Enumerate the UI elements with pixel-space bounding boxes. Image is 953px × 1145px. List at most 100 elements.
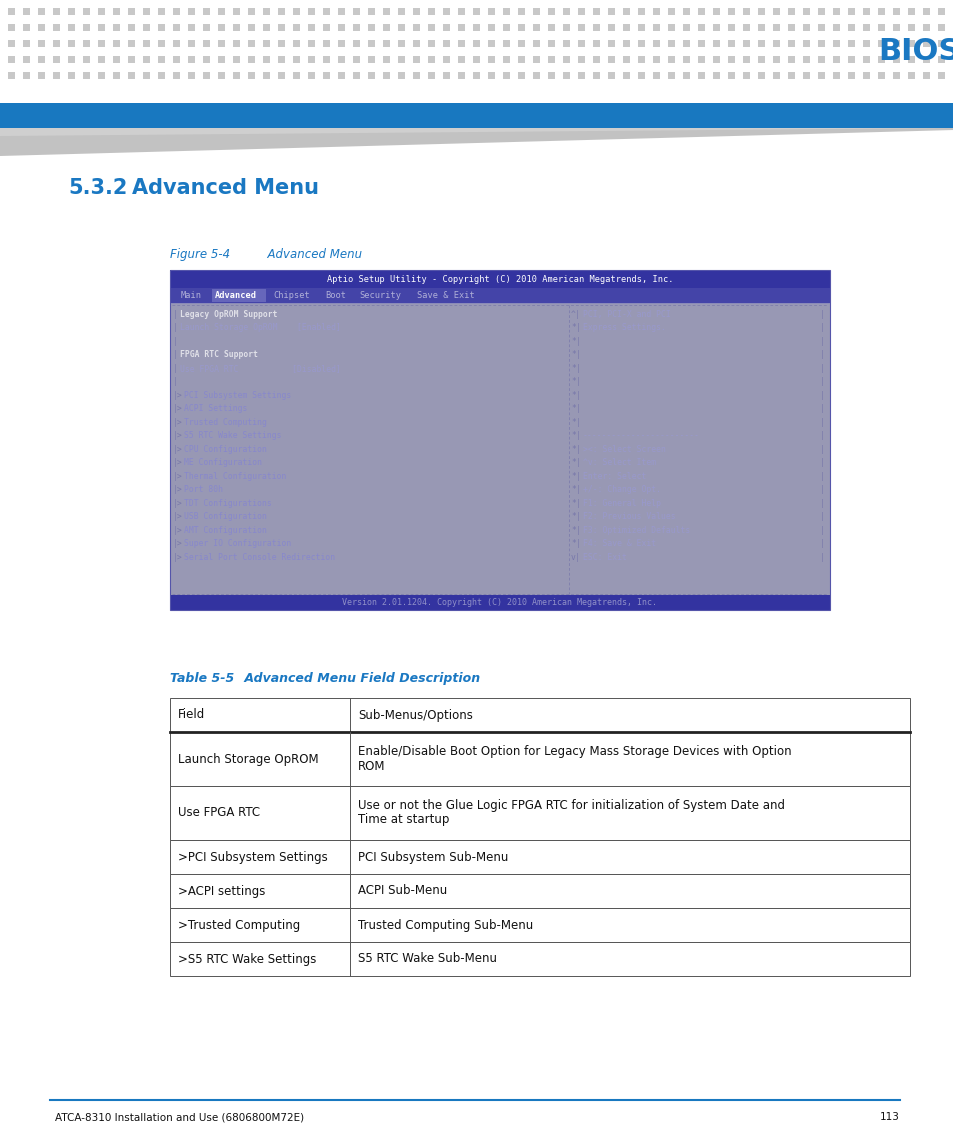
Bar (607, 8, 615, 15)
Text: *|: *| (571, 337, 580, 346)
Bar (397, 72, 405, 79)
Bar (263, 8, 270, 15)
Bar (652, 24, 659, 31)
Bar (907, 8, 914, 15)
Bar (457, 40, 464, 47)
Bar (368, 24, 375, 31)
Bar (0, 103, 953, 128)
Bar (638, 40, 644, 47)
Bar (413, 40, 419, 47)
Text: |: | (820, 350, 824, 360)
Bar (98, 72, 105, 79)
Bar (832, 56, 840, 63)
Bar (937, 24, 944, 31)
Bar (593, 24, 599, 31)
Text: >PCI Subsystem Settings: >PCI Subsystem Settings (178, 851, 328, 863)
Text: S5 RTC Wake Sub-Menu: S5 RTC Wake Sub-Menu (357, 953, 497, 965)
Bar (847, 8, 854, 15)
Bar (832, 24, 840, 31)
Text: Launch Storage OpROM    [Enabled]: Launch Storage OpROM [Enabled] (180, 323, 340, 332)
Bar (847, 40, 854, 47)
Text: *|: *| (571, 404, 580, 413)
Bar (742, 24, 749, 31)
Bar (892, 8, 899, 15)
Bar (923, 56, 929, 63)
Bar (38, 56, 45, 63)
Bar (652, 72, 659, 79)
Text: |: | (820, 526, 824, 535)
Bar (158, 24, 165, 31)
Bar (353, 40, 359, 47)
Text: S5 RTC Wake Settings: S5 RTC Wake Settings (184, 432, 281, 441)
Bar (817, 56, 824, 63)
Bar (170, 289, 829, 303)
Bar (832, 40, 840, 47)
Bar (638, 24, 644, 31)
Bar (682, 72, 689, 79)
Bar (667, 72, 675, 79)
Text: |: | (820, 364, 824, 373)
Bar (442, 8, 450, 15)
Bar (368, 8, 375, 15)
Bar (368, 56, 375, 63)
Bar (172, 56, 180, 63)
Text: ><: Select Screen: ><: Select Screen (582, 445, 665, 453)
Bar (188, 56, 194, 63)
Bar (937, 56, 944, 63)
Text: ESC: Exit: ESC: Exit (582, 553, 626, 562)
Bar (907, 72, 914, 79)
Text: CPU Configuration: CPU Configuration (184, 445, 267, 453)
Text: >S5 RTC Wake Settings: >S5 RTC Wake Settings (178, 953, 316, 965)
Text: |>: |> (172, 526, 183, 535)
Bar (817, 8, 824, 15)
Bar (53, 56, 60, 63)
Bar (937, 40, 944, 47)
Text: *|: *| (571, 472, 580, 481)
Bar (170, 874, 909, 908)
Bar (68, 40, 75, 47)
Text: Aptio Setup Utility - Copyright (C) 2010 American Megatrends, Inc.: Aptio Setup Utility - Copyright (C) 2010… (327, 275, 673, 284)
Bar (832, 8, 840, 15)
Bar (638, 72, 644, 79)
Bar (832, 72, 840, 79)
Bar (772, 40, 780, 47)
Bar (112, 56, 120, 63)
Bar (38, 24, 45, 31)
Text: ^|: ^| (571, 310, 580, 319)
Bar (457, 24, 464, 31)
Text: |: | (172, 337, 177, 346)
Bar (682, 56, 689, 63)
Bar (652, 40, 659, 47)
Bar (143, 8, 150, 15)
Bar (382, 72, 390, 79)
Bar (607, 24, 615, 31)
Bar (698, 8, 704, 15)
Bar (188, 72, 194, 79)
Bar (517, 72, 524, 79)
Bar (233, 24, 240, 31)
Bar (562, 40, 569, 47)
Bar (502, 56, 510, 63)
Bar (578, 8, 584, 15)
Bar (248, 40, 254, 47)
Bar (23, 72, 30, 79)
Bar (112, 72, 120, 79)
Bar (578, 72, 584, 79)
Bar (772, 24, 780, 31)
Bar (847, 56, 854, 63)
Bar (337, 40, 345, 47)
Text: |>: |> (172, 458, 183, 467)
Bar (382, 40, 390, 47)
Bar (923, 24, 929, 31)
Bar (248, 56, 254, 63)
Bar (382, 8, 390, 15)
Bar (112, 8, 120, 15)
Bar (442, 40, 450, 47)
Text: |: | (820, 539, 824, 548)
Text: Super IO Configuration: Super IO Configuration (184, 539, 291, 548)
Bar (397, 8, 405, 15)
Bar (923, 72, 929, 79)
Text: USB Configuration: USB Configuration (184, 513, 267, 521)
Bar (593, 72, 599, 79)
Bar (337, 72, 345, 79)
